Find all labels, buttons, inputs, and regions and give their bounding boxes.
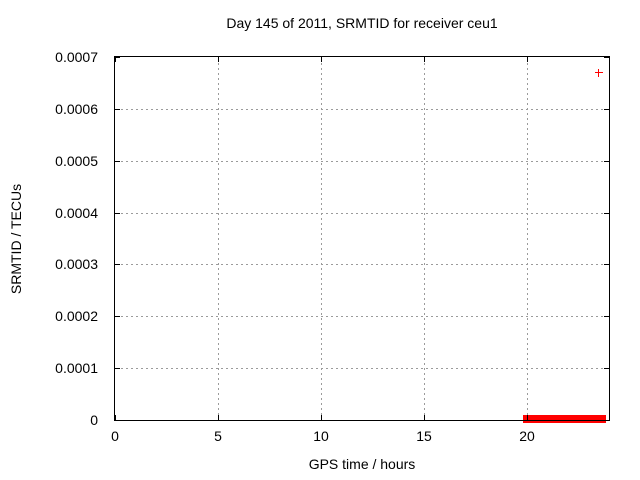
- y-tick-label: 0.0003: [55, 256, 98, 272]
- y-tick-label: 0.0004: [55, 205, 98, 221]
- y-tick-mark-right: [604, 161, 609, 162]
- x-tick-label: 15: [416, 428, 432, 444]
- grid-line-horizontal: [116, 316, 609, 317]
- grid-line-horizontal: [116, 161, 609, 162]
- grid-line-vertical: [527, 58, 528, 420]
- grid-line-horizontal: [116, 264, 609, 265]
- plot-area-border: [114, 56, 610, 421]
- y-tick-mark-right: [604, 264, 609, 265]
- data-point-marker-v: [597, 68, 600, 77]
- x-tick-mark-bottom: [115, 415, 116, 420]
- y-tick-mark-left: [115, 109, 120, 110]
- y-tick-label: 0.0002: [55, 308, 98, 324]
- x-tick-mark-bottom: [527, 415, 528, 420]
- y-tick-mark-right: [604, 109, 609, 110]
- x-tick-mark-top: [321, 57, 322, 62]
- grid-line-horizontal: [116, 109, 609, 110]
- chart-title: Day 145 of 2011, SRMTID for receiver ceu…: [226, 15, 498, 31]
- y-tick-label: 0: [90, 412, 98, 428]
- x-axis-label: GPS time / hours: [308, 456, 416, 472]
- y-tick-label: 0.0001: [55, 360, 98, 376]
- y-tick-mark-left: [115, 420, 120, 421]
- y-tick-mark-left: [115, 264, 120, 265]
- x-tick-mark-top: [115, 57, 116, 62]
- y-tick-mark-right: [604, 57, 609, 58]
- y-tick-mark-right: [604, 368, 609, 369]
- y-tick-mark-right: [604, 213, 609, 214]
- data-dense-band: [523, 415, 606, 423]
- x-tick-mark-top: [424, 57, 425, 62]
- x-tick-label: 0: [111, 428, 119, 444]
- x-tick-label: 20: [519, 428, 535, 444]
- x-tick-mark-bottom: [424, 415, 425, 420]
- y-tick-mark-left: [115, 57, 120, 58]
- y-tick-label: 0.0006: [55, 101, 98, 117]
- x-tick-label: 5: [214, 428, 222, 444]
- grid-line-horizontal: [116, 213, 609, 214]
- y-axis-label: SRMTID / TECUs: [8, 183, 24, 295]
- y-tick-label: 0.0005: [55, 153, 98, 169]
- y-tick-mark-left: [115, 161, 120, 162]
- y-tick-mark-right: [604, 420, 609, 421]
- grid-line-vertical: [321, 58, 322, 420]
- y-tick-mark-left: [115, 316, 120, 317]
- x-tick-mark-top: [527, 57, 528, 62]
- x-tick-mark-bottom: [321, 415, 322, 420]
- grid-line-vertical: [424, 58, 425, 420]
- y-tick-label: 0.0007: [55, 49, 98, 65]
- y-tick-mark-right: [604, 316, 609, 317]
- x-tick-mark-bottom: [218, 415, 219, 420]
- y-tick-mark-left: [115, 213, 120, 214]
- grid-line-horizontal: [116, 368, 609, 369]
- grid-line-vertical: [218, 58, 219, 420]
- y-tick-mark-left: [115, 368, 120, 369]
- x-tick-label: 10: [313, 428, 329, 444]
- x-tick-mark-top: [218, 57, 219, 62]
